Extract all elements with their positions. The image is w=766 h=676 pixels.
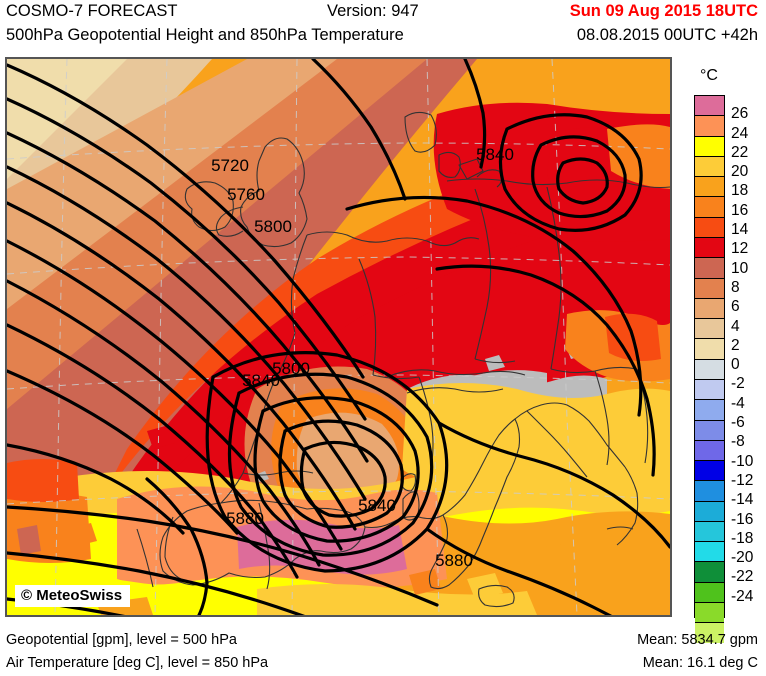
colorbar-tick-neg18: -18 xyxy=(731,529,754,547)
colorbar-band-8 xyxy=(695,257,724,278)
colorbar-band-9 xyxy=(695,277,724,298)
colorbar-tick-8: 8 xyxy=(731,278,740,296)
colorbar-band-4 xyxy=(695,176,724,197)
colorbar-tick-26: 26 xyxy=(731,105,749,123)
contour-label: 5800 xyxy=(254,217,292,236)
version-label: Version: 947 xyxy=(327,2,419,20)
colorbar-band-1 xyxy=(695,115,724,136)
colorbar-tick-neg4: -4 xyxy=(731,394,745,412)
colorbar-band-13 xyxy=(695,358,724,379)
footer-geopotential-label: Geopotential [gpm], level = 500 hPa xyxy=(6,632,237,648)
colorbar-tick-neg10: -10 xyxy=(731,452,754,470)
colorbar-tick-24: 24 xyxy=(731,124,749,142)
colorbar-band-21 xyxy=(695,520,724,542)
colorbar-band-23 xyxy=(695,561,724,582)
colorbar-band-10 xyxy=(695,297,724,319)
colorbar-band-26 xyxy=(695,622,724,643)
colorbar-band-16 xyxy=(695,419,724,440)
colorbar-band-6 xyxy=(695,216,724,237)
contour-label: 5880 xyxy=(226,509,264,528)
page-subtitle: 500hPa Geopotential Height and 850hPa Te… xyxy=(6,26,404,44)
colorbar-tick-20: 20 xyxy=(731,163,749,181)
contour-label: 5760 xyxy=(227,185,265,204)
footer-mean-geopotential: Mean: 5834.7 gpm xyxy=(637,632,758,648)
colorbar-tick-12: 12 xyxy=(731,240,749,258)
colorbar-tick-labels: 26 24 22 20 18 16 14 12 10 8 6 4 2 0 -2 -4 -6 -8 -10 -12 -14… xyxy=(727,95,766,616)
colorbar-band-3 xyxy=(695,155,724,177)
contour-label: 5800 xyxy=(272,359,310,378)
colorbar-band-19 xyxy=(695,480,724,501)
colorbar-tick-neg22: -22 xyxy=(731,568,754,586)
colorbar-tick-22: 22 xyxy=(731,143,749,161)
colorbar-tick-6: 6 xyxy=(731,298,740,316)
footer: Geopotential [gpm], level = 500 hPa Air … xyxy=(0,620,766,676)
contour-label: 5720 xyxy=(211,156,249,175)
colorbar-tick-16: 16 xyxy=(731,201,749,219)
colorbar-band-24 xyxy=(695,581,724,603)
colorbar-tick-2: 2 xyxy=(731,336,740,354)
colorbar-band-22 xyxy=(695,541,724,562)
colorbar-tick-neg6: -6 xyxy=(731,414,745,432)
colorbar-tick-neg8: -8 xyxy=(731,433,745,451)
colorbar-tick-18: 18 xyxy=(731,182,749,200)
footer-temperature-label: Air Temperature [deg C], level = 850 hPa xyxy=(6,655,269,671)
colorbar-band-0 xyxy=(695,96,724,116)
contour-label: 5880 xyxy=(435,551,473,570)
colorbar-band-2 xyxy=(695,135,724,156)
colorbar-band-12 xyxy=(695,338,724,359)
footer-mean-temperature: Mean: 16.1 deg C xyxy=(642,655,758,671)
valid-date-label: Sun 09 Aug 2015 18UTC xyxy=(569,2,758,20)
page-title: COSMO-7 FORECAST xyxy=(6,2,178,20)
header: COSMO-7 FORECAST 500hPa Geopotential Hei… xyxy=(0,0,766,55)
colorbar-tick-4: 4 xyxy=(731,317,740,335)
colorbar-tick-neg20: -20 xyxy=(731,549,754,567)
colorbar-band-18 xyxy=(695,460,724,481)
colorbar-band-11 xyxy=(695,318,724,339)
contour-label: 5840 xyxy=(358,496,396,515)
run-info-label: 08.08.2015 00UTC +42h xyxy=(576,26,758,44)
colorbar-tick-neg12: -12 xyxy=(731,471,754,489)
colorbar-band-20 xyxy=(695,500,724,521)
colorbar-tick-14: 14 xyxy=(731,221,749,239)
contour-label: 5840 xyxy=(476,145,514,164)
colorbar-tick-neg16: -16 xyxy=(731,510,754,528)
colorbar-tick-10: 10 xyxy=(731,259,749,277)
forecast-map[interactable]: 5720 5760 5800 5840 5800 5840 5840 5880 5880 © M… xyxy=(5,57,672,617)
colorbar-tick-neg2: -2 xyxy=(731,375,745,393)
colorbar-tick-neg24: -24 xyxy=(731,587,754,605)
colorbar-band-17 xyxy=(695,439,724,461)
colorbar-tick-neg14: -14 xyxy=(731,491,754,509)
colorbar-panel: °C 26 24 22 20 18 16 14 12 10 8 6 4 2 0 -2 -4 -6 -8 -10 -12… xyxy=(674,57,766,643)
colorbar-strip[interactable] xyxy=(694,95,725,643)
colorbar-tick-0: 0 xyxy=(731,356,740,374)
contour-label: 5840 xyxy=(242,371,280,390)
meteoswiss-copyright: © MeteoSwiss xyxy=(15,584,131,607)
colorbar-band-25 xyxy=(695,602,724,623)
colorbar-unit-label: °C xyxy=(700,67,718,84)
colorbar-band-14 xyxy=(695,378,724,400)
colorbar-band-15 xyxy=(695,399,724,420)
colorbar-band-7 xyxy=(695,236,724,258)
colorbar-band-5 xyxy=(695,196,724,217)
